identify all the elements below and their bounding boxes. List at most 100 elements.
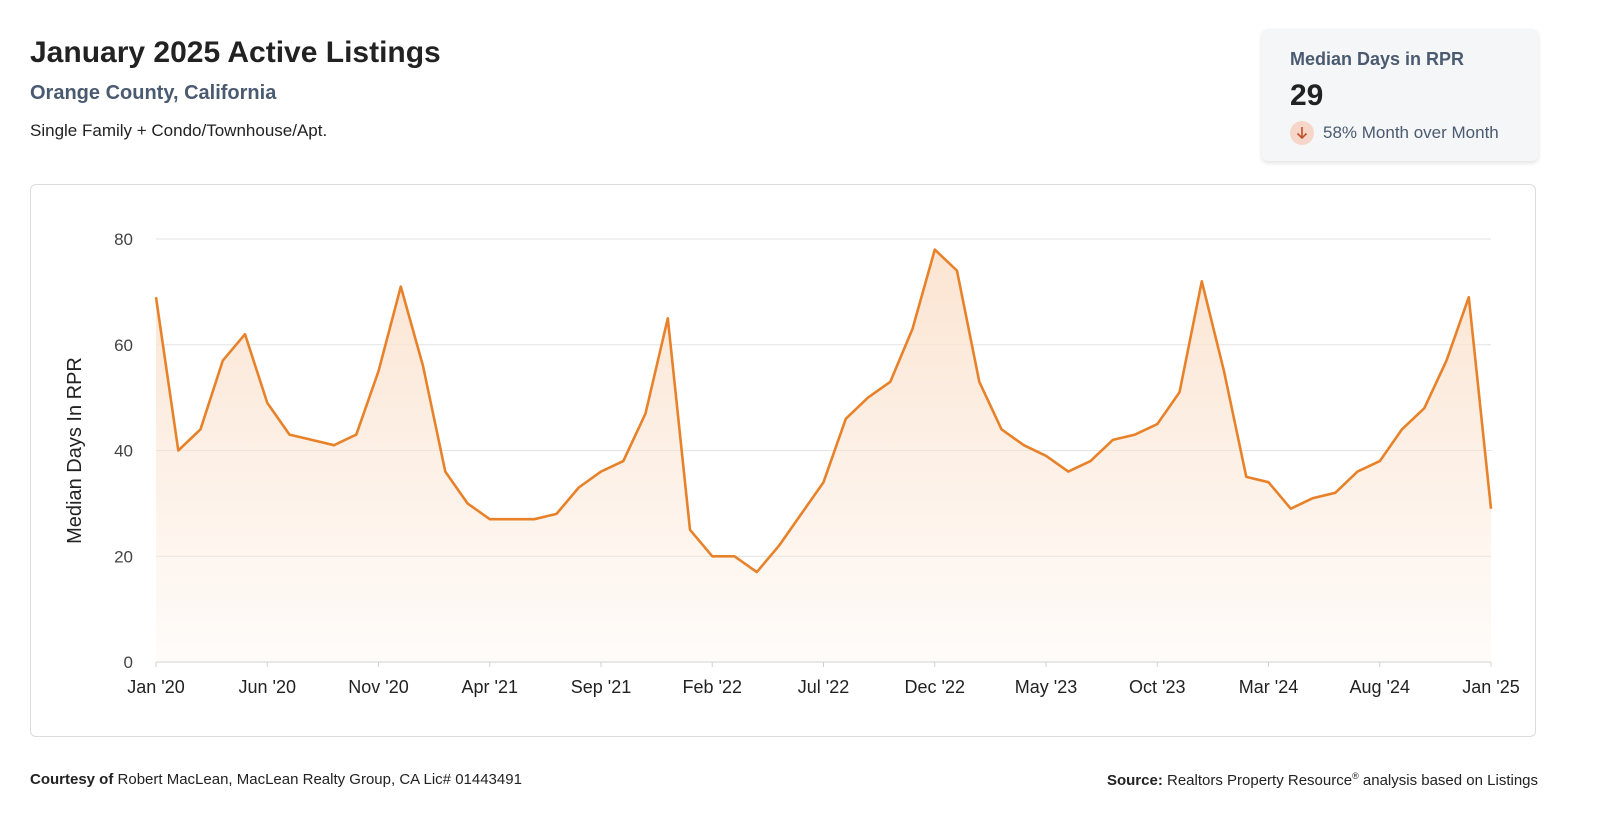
data-point [1066, 470, 1070, 474]
y-tick-label: 20 [114, 547, 133, 566]
data-point [399, 285, 403, 289]
source-rest: analysis based on Listings [1362, 772, 1538, 789]
data-point [977, 380, 981, 384]
arrow-down-icon [1290, 121, 1314, 145]
data-point [1022, 443, 1026, 447]
data-point [1378, 459, 1382, 463]
data-point [599, 470, 603, 474]
courtesy-label: Courtesy of [30, 771, 114, 788]
data-point [199, 427, 203, 431]
data-point [844, 417, 848, 421]
data-point [466, 501, 470, 505]
courtesy-text: Robert MacLean, MacLean Realty Group, CA… [117, 771, 522, 788]
kpi-value: 29 [1290, 79, 1324, 112]
data-point [888, 380, 892, 384]
data-point [532, 517, 536, 521]
x-tick-label: Mar '24 [1239, 677, 1298, 697]
series-area [156, 249, 1491, 662]
kpi-label: Median Days in RPR [1290, 49, 1465, 69]
data-point [1089, 459, 1093, 463]
x-tick-label: Jan '25 [1462, 677, 1519, 697]
y-tick-label: 40 [114, 442, 133, 461]
x-tick-label: Sep '21 [571, 677, 632, 697]
x-tick-label: May '23 [1015, 677, 1077, 697]
data-point [154, 295, 158, 299]
data-point [488, 517, 492, 521]
data-point [1467, 295, 1471, 299]
data-point [666, 316, 670, 320]
data-point [1244, 475, 1248, 479]
x-tick-label: Oct '23 [1129, 677, 1185, 697]
data-point [1155, 422, 1159, 426]
data-point [332, 443, 336, 447]
data-point [777, 544, 781, 548]
x-tick-label: Dec '22 [905, 677, 965, 697]
data-point [644, 412, 648, 416]
data-point [421, 364, 425, 368]
data-point [955, 269, 959, 273]
data-point [866, 396, 870, 400]
source-footer: Source: Realtors Property Resource® anal… [1107, 771, 1538, 789]
data-point [1111, 438, 1115, 442]
source-label: Source: [1106, 772, 1163, 789]
data-point [710, 554, 714, 558]
x-tick-label: Jan '20 [127, 677, 184, 697]
data-point [1356, 470, 1360, 474]
data-point [354, 433, 358, 437]
x-tick-label: Jun '20 [239, 677, 296, 697]
data-point [688, 528, 692, 532]
y-tick-label: 60 [114, 336, 133, 355]
courtesy-footer: Courtesy of Robert MacLean, MacLean Real… [30, 771, 522, 788]
y-tick-label: 0 [124, 653, 133, 672]
data-point [1333, 491, 1337, 495]
data-point [1267, 480, 1271, 484]
source-name: Realtors Property Resource [1167, 772, 1353, 789]
chart-container: 0 20 40 60 80 Jan '20 Jun '20 Nov '20 Apr '21 Sep… [30, 184, 1536, 737]
data-point [265, 401, 269, 405]
data-point [443, 470, 447, 474]
data-point [1000, 427, 1004, 431]
registered-mark: ® [1352, 771, 1359, 781]
data-point [1422, 406, 1426, 410]
data-point [1445, 359, 1449, 363]
page-title: January 2025 Active Listings [30, 36, 441, 69]
data-point [555, 512, 559, 516]
data-point [1311, 496, 1315, 500]
property-types-description: Single Family + Condo/Townhouse/Apt. [30, 121, 328, 140]
data-point [733, 554, 737, 558]
median-days-chart: 0 20 40 60 80 Jan '20 Jun '20 Nov '20 Apr '21 Sep… [64, 230, 1520, 697]
x-tick-label: Jul '22 [798, 677, 849, 697]
series-line [154, 248, 1493, 574]
data-point [621, 459, 625, 463]
data-point [1489, 507, 1493, 511]
data-point [1200, 279, 1204, 283]
location-subtitle: Orange County, California [30, 82, 277, 104]
median-days-card: Median Days in RPR 29 58% Month over Mon… [1262, 29, 1538, 161]
x-tick-label: Nov '20 [348, 677, 408, 697]
data-point [1178, 390, 1182, 394]
data-point [1400, 427, 1404, 431]
data-point [176, 449, 180, 453]
data-point [911, 327, 915, 331]
data-point [510, 517, 514, 521]
data-point [822, 480, 826, 484]
x-tick-label: Feb '22 [683, 677, 742, 697]
data-point [799, 512, 803, 516]
data-point [377, 369, 381, 373]
data-point [288, 433, 292, 437]
data-point [1133, 433, 1137, 437]
data-point [1289, 507, 1293, 511]
kpi-change-text: 58% Month over Month [1323, 123, 1499, 142]
x-tick-label: Aug '24 [1350, 677, 1411, 697]
kpi-change: 58% Month over Month [1290, 121, 1499, 145]
data-point [243, 332, 247, 336]
data-point [310, 438, 314, 442]
y-axis-label: Median Days In RPR [64, 357, 86, 544]
y-tick-label: 80 [114, 230, 133, 249]
data-point [221, 359, 225, 363]
data-point [1222, 369, 1226, 373]
data-point [577, 486, 581, 490]
data-point [1044, 454, 1048, 458]
x-tick-label: Apr '21 [462, 677, 518, 697]
data-point [933, 248, 937, 252]
